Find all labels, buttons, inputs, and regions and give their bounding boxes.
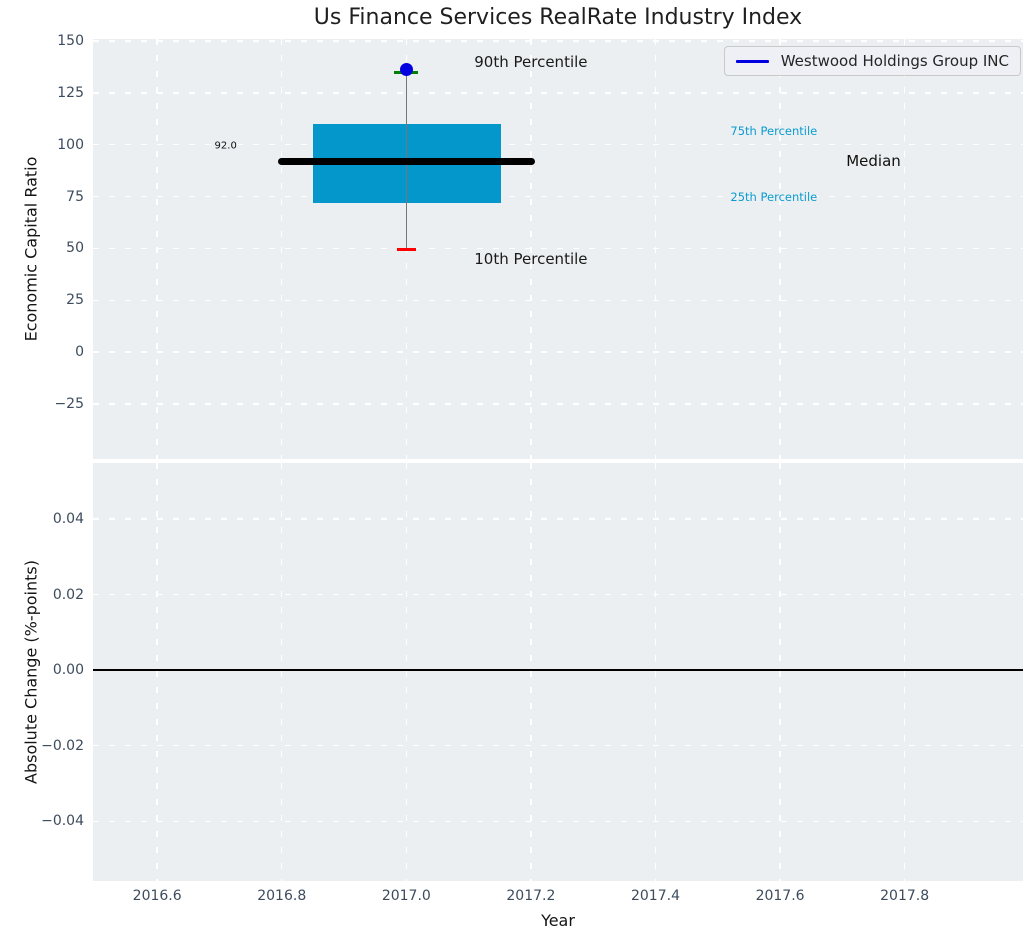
gridline-vertical xyxy=(903,463,906,881)
gridline-vertical xyxy=(779,463,781,881)
gridline-horizontal xyxy=(93,593,1023,596)
y-tick-label: 125 xyxy=(57,84,84,101)
gridline-horizontal xyxy=(93,351,1023,353)
annotation-25th-percentile: 25th Percentile xyxy=(730,189,818,204)
gridline-horizontal xyxy=(93,299,1023,301)
zero-reference-line xyxy=(93,669,1023,671)
gridline-vertical xyxy=(281,39,283,459)
gridline-vertical xyxy=(530,39,532,459)
gridline-horizontal xyxy=(93,144,1023,146)
y-tick-label: 0.04 xyxy=(52,510,84,527)
gridline-vertical xyxy=(405,463,407,881)
x-axis-label: Year xyxy=(541,911,575,930)
annotation-92-0: 92.0 xyxy=(214,140,237,152)
gridline-horizontal xyxy=(93,40,1023,42)
gridline-vertical xyxy=(530,463,532,881)
annotation-median: Median xyxy=(846,151,901,170)
y-tick-label: −0.04 xyxy=(41,813,84,830)
annotation-75th-percentile: 75th Percentile xyxy=(730,124,818,139)
x-tick-label: 2016.8 xyxy=(257,888,307,904)
cap-10th-percentile xyxy=(396,247,416,251)
y-tick-label: 100 xyxy=(57,136,84,153)
gridline-horizontal xyxy=(93,403,1023,405)
gridline-vertical xyxy=(903,39,906,459)
chart-title: Us Finance Services RealRate Industry In… xyxy=(313,5,803,30)
y-tick-label: 0 xyxy=(75,344,84,361)
y-tick-label: 150 xyxy=(57,33,84,50)
gridline-vertical xyxy=(779,39,781,459)
company-data-point xyxy=(399,62,413,76)
y-tick-label: −25 xyxy=(54,395,84,412)
annotation-90th-percentile: 90th Percentile xyxy=(474,52,588,71)
y-tick-label: 25 xyxy=(66,292,84,309)
x-tick-label: 2017.8 xyxy=(880,888,930,904)
gridline-horizontal xyxy=(93,92,1023,94)
y-tick-label: 50 xyxy=(66,240,84,257)
y-tick-label: 0.00 xyxy=(52,662,84,679)
gridline-vertical xyxy=(156,39,158,459)
y-tick-label: 75 xyxy=(66,188,84,205)
y-tick-label: 0.02 xyxy=(52,586,84,603)
gridline-vertical xyxy=(654,39,657,459)
x-tick-label: 2017.0 xyxy=(381,888,431,904)
median-line xyxy=(278,157,536,165)
gridline-vertical xyxy=(654,463,657,881)
x-tick-label: 2016.6 xyxy=(132,888,182,904)
x-tick-label: 2017.6 xyxy=(755,888,805,904)
legend-line-sample xyxy=(735,59,769,63)
legend-label: Westwood Holdings Group INC xyxy=(780,52,1009,70)
top-axes-economic-capital-ratio: 90th Percentile 10th Percentile 75th Perce… xyxy=(93,39,1023,459)
x-tick-label: 2017.2 xyxy=(506,888,556,904)
annotation-10th-percentile: 10th Percentile xyxy=(474,249,588,268)
legend-box: Westwood Holdings Group INC xyxy=(723,46,1021,76)
bottom-axes-absolute-change xyxy=(93,463,1023,881)
gridline-horizontal xyxy=(93,247,1023,250)
gridline-horizontal xyxy=(93,820,1023,822)
y-tick-label: −0.02 xyxy=(41,737,84,754)
gridline-horizontal xyxy=(93,518,1023,520)
gridline-horizontal xyxy=(93,195,1023,198)
gridline-horizontal xyxy=(93,744,1023,747)
gridline-vertical xyxy=(156,463,158,881)
gridline-vertical xyxy=(281,463,283,881)
x-tick-label: 2017.4 xyxy=(630,888,680,904)
